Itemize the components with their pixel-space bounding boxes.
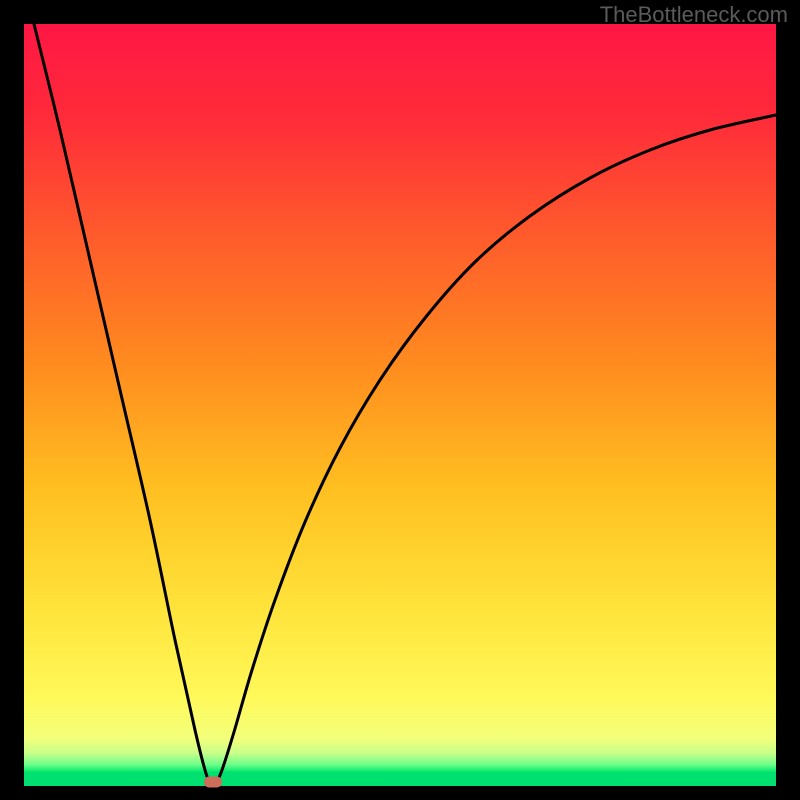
green-band xyxy=(24,772,776,786)
attribution-text: TheBottleneck.com xyxy=(600,2,788,28)
frame-left xyxy=(0,0,24,800)
frame-right xyxy=(776,0,800,800)
gradient-background xyxy=(24,24,776,772)
frame-bottom xyxy=(0,786,800,800)
chart-container: { "canvas": { "width": 800, "height": 80… xyxy=(0,0,800,800)
